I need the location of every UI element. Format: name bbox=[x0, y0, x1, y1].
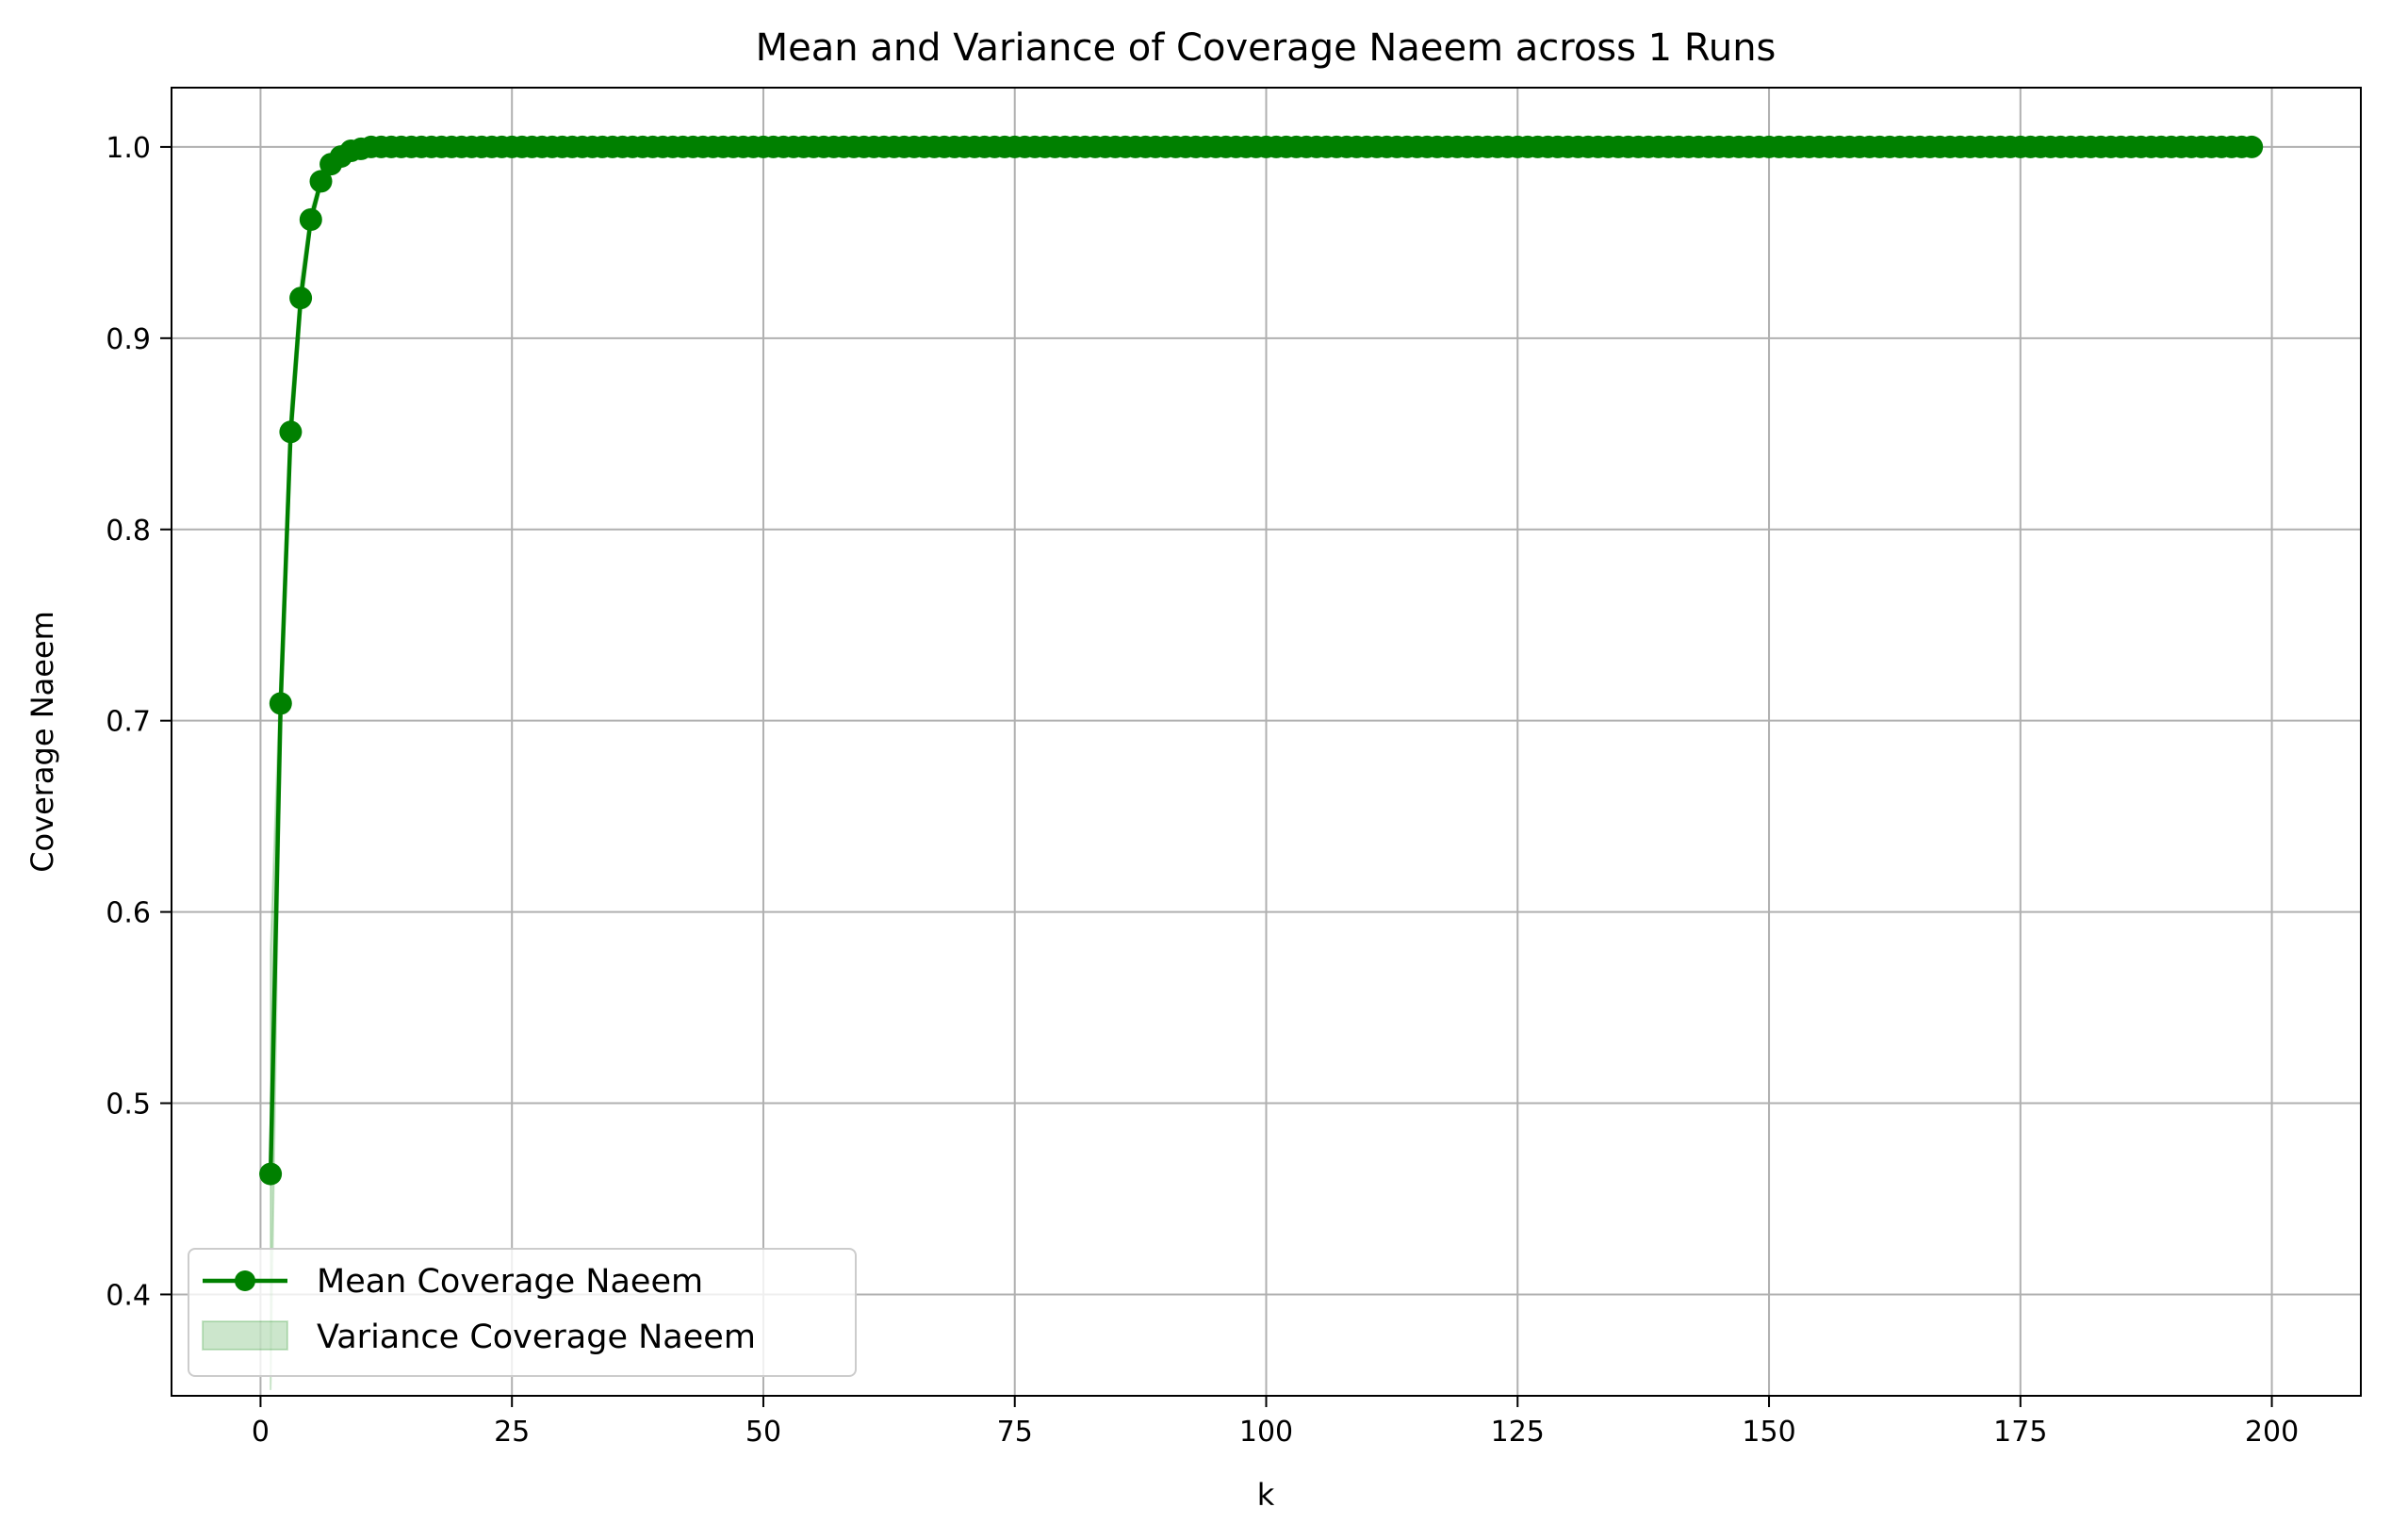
legend-band-swatch bbox=[202, 1320, 288, 1351]
x-tick-label: 200 bbox=[2245, 1416, 2299, 1449]
y-tick-label: 0.5 bbox=[106, 1089, 151, 1122]
y-tick-label: 0.8 bbox=[106, 515, 151, 548]
x-tick-label: 125 bbox=[1491, 1416, 1545, 1449]
mean-point bbox=[259, 1162, 283, 1186]
y-tick-label: 0.4 bbox=[106, 1279, 151, 1312]
x-tick-label: 50 bbox=[745, 1416, 781, 1449]
legend: Mean Coverage Naeem Variance Coverage Na… bbox=[188, 1248, 857, 1377]
x-axis-label: k bbox=[1257, 1477, 1275, 1513]
x-tick-label: 100 bbox=[1239, 1416, 1293, 1449]
mean-point bbox=[289, 287, 313, 310]
x-tick-label: 25 bbox=[494, 1416, 530, 1449]
y-tick-label: 0.6 bbox=[106, 897, 151, 930]
mean-point bbox=[2240, 135, 2264, 158]
grid bbox=[172, 88, 2361, 1396]
legend-label-variance: Variance Coverage Naeem bbox=[317, 1319, 756, 1356]
y-tick-label: 1.0 bbox=[106, 132, 151, 165]
mean-series bbox=[259, 135, 2264, 1186]
legend-label-mean: Mean Coverage Naeem bbox=[317, 1263, 703, 1301]
mean-point bbox=[279, 420, 303, 444]
mean-point bbox=[269, 692, 292, 715]
y-axis-label: Coverage Naeem bbox=[25, 611, 60, 873]
x-tick-label: 0 bbox=[252, 1416, 270, 1449]
mean-point bbox=[299, 208, 322, 231]
x-tick-label: 175 bbox=[1993, 1416, 2047, 1449]
legend-box bbox=[188, 1248, 857, 1377]
y-tick-label: 0.7 bbox=[106, 706, 151, 739]
y-tick-label: 0.9 bbox=[106, 323, 151, 356]
x-tick-label: 150 bbox=[1742, 1416, 1795, 1449]
chart-title: Mean and Variance of Coverage Naeem acro… bbox=[756, 26, 1777, 70]
x-tick-label: 75 bbox=[997, 1416, 1033, 1449]
ticks: 0 25 50 75 100 125 150 175 200 0.4 0.5 0.6 0.7 0.8 0.9… bbox=[106, 132, 2299, 1449]
mean-point bbox=[309, 170, 333, 193]
legend-marker-swatch bbox=[235, 1270, 255, 1291]
